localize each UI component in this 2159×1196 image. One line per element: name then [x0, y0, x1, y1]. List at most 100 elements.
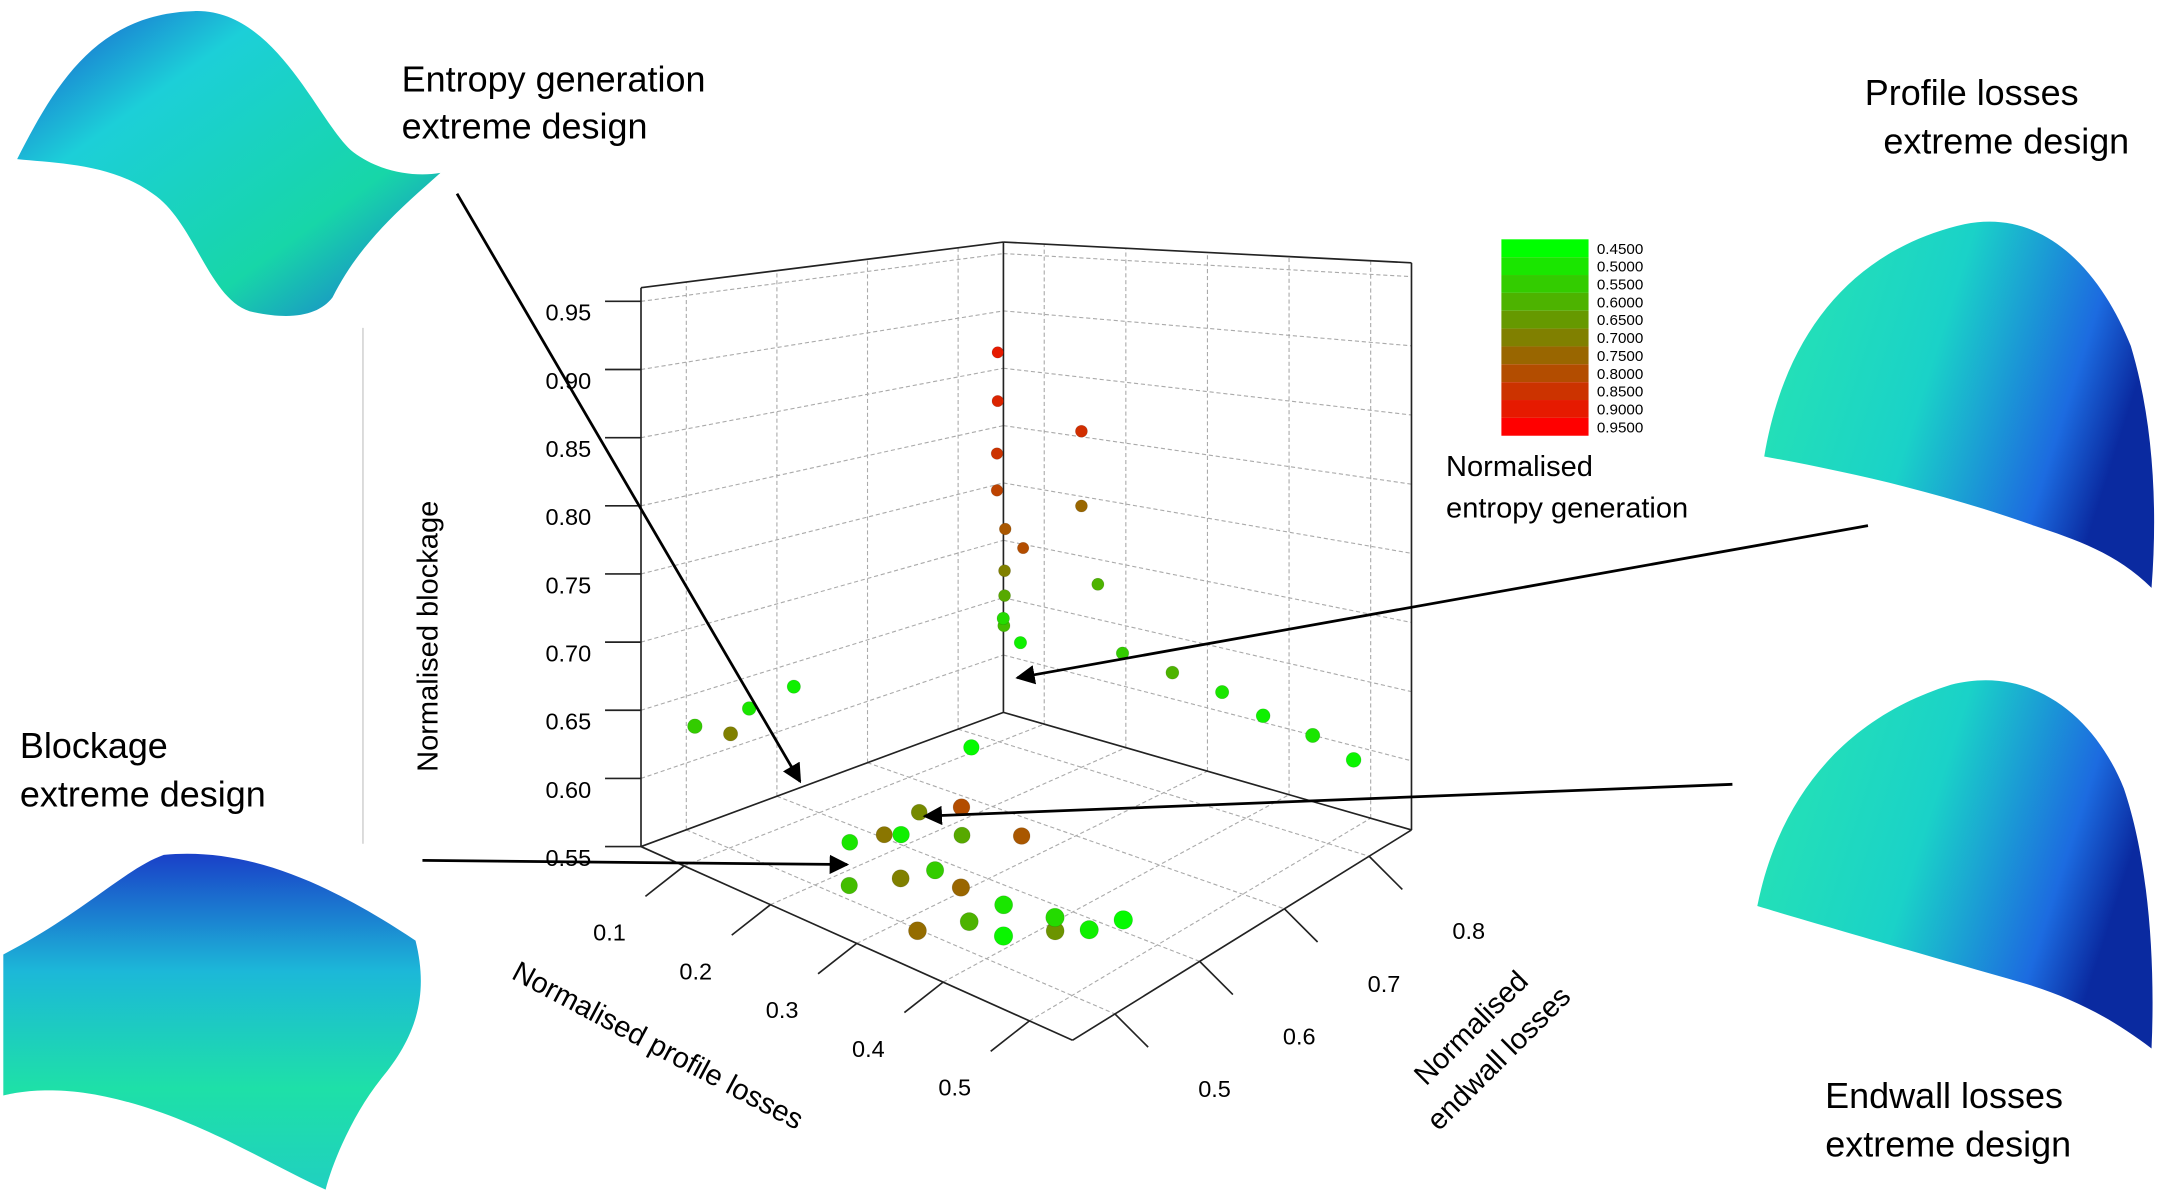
z-tick-label: 0.70: [545, 640, 591, 666]
z-tick-label: 0.55: [545, 845, 591, 871]
grid-line: [641, 254, 1003, 302]
arrow: [925, 784, 1733, 816]
grid-line: [1003, 426, 1411, 485]
data-point: [1305, 728, 1319, 742]
z-tick-label: 0.60: [545, 777, 591, 803]
data-point: [999, 523, 1011, 535]
colorbar-label: Normalised: [1446, 451, 1593, 483]
axis-edge: [1003, 242, 1411, 263]
axis-edge: [641, 242, 1003, 288]
colorbar-tick-label: 0.8000: [1597, 366, 1644, 383]
colorbar-tick-label: 0.5500: [1597, 276, 1644, 293]
grid-line: [641, 483, 1003, 574]
annotation: extreme design: [20, 773, 266, 814]
data-point: [908, 922, 926, 940]
annotation: extreme design: [1883, 121, 2129, 162]
colorbar-band: [1501, 293, 1588, 311]
axis-edge: [1003, 712, 1411, 830]
grid-line: [943, 795, 1289, 982]
data-point: [960, 913, 978, 931]
data-point: [876, 827, 892, 843]
data-point: [991, 448, 1003, 460]
data-point: [1166, 666, 1179, 679]
colorbar-band: [1501, 382, 1588, 400]
colorbar-band: [1501, 346, 1588, 364]
colorbar-tick-label: 0.8500: [1597, 384, 1644, 401]
colorbar-tick-label: 0.9500: [1597, 419, 1644, 436]
annotation: Profile losses: [1865, 72, 2079, 113]
data-point: [1092, 578, 1104, 590]
data-point: [1013, 828, 1030, 845]
axis-edge: [1073, 830, 1412, 1040]
data-point: [992, 395, 1003, 406]
blade-image: [3, 854, 421, 1190]
z-tick-label: 0.75: [545, 572, 591, 598]
data-point: [952, 879, 970, 897]
tick-mark: [1369, 856, 1402, 889]
grid-line: [684, 724, 1044, 866]
data-point: [893, 826, 910, 843]
data-point: [723, 727, 737, 741]
arrow: [457, 194, 800, 782]
y-tick-label: 0.6: [1283, 1023, 1316, 1049]
colorbar-band: [1501, 239, 1588, 257]
grid-line: [641, 311, 1003, 370]
data-point: [999, 565, 1011, 577]
data-point: [1256, 709, 1270, 723]
data-point: [841, 877, 858, 894]
colorbar-label: entropy generation: [1446, 492, 1688, 524]
data-point: [1215, 685, 1228, 698]
data-point: [1080, 920, 1098, 938]
colorbar-band: [1501, 275, 1588, 293]
x-axis-label: Normalised profile losses: [507, 956, 808, 1137]
z-tick-label: 0.85: [545, 436, 591, 462]
colorbar-tick-label: 0.9000: [1597, 401, 1644, 418]
data-point: [911, 804, 927, 820]
x-tick-label: 0.5: [938, 1075, 971, 1101]
tick-mark: [645, 866, 684, 896]
grid-line: [641, 540, 1003, 642]
z-tick-label: 0.95: [545, 300, 591, 326]
data-point: [892, 870, 909, 887]
data-point: [954, 827, 970, 843]
colorbar-tick-label: 0.7000: [1597, 330, 1644, 347]
annotation: Entropy generation: [402, 58, 706, 99]
y-tick-label: 0.5: [1198, 1076, 1231, 1102]
z-tick-label: 0.90: [545, 368, 591, 394]
grid-line: [641, 598, 1003, 711]
colorbar-tick-label: 0.6000: [1597, 294, 1644, 311]
x-tick-label: 0.2: [679, 958, 712, 984]
z-tick-label: 0.80: [545, 504, 591, 530]
z-axis-label: Normalised blockage: [413, 501, 445, 772]
annotation: Blockage: [20, 725, 168, 766]
blade-image: [1757, 680, 2152, 1048]
data-point: [688, 719, 703, 734]
colorbar-band: [1501, 329, 1588, 347]
data-point: [953, 799, 970, 816]
x-tick-label: 0.1: [593, 920, 626, 946]
data-point: [994, 927, 1013, 946]
data-point: [964, 740, 980, 756]
data-point: [997, 612, 1010, 625]
z-tick-label: 0.65: [545, 709, 591, 735]
colorbar-tick-label: 0.5000: [1597, 259, 1644, 276]
tick-mark: [1200, 961, 1233, 994]
colorbar-tick-label: 0.6500: [1597, 312, 1644, 329]
x-tick-label: 0.3: [766, 997, 799, 1023]
data-point: [1017, 542, 1029, 554]
data-point: [1346, 752, 1361, 767]
grid-line: [1029, 818, 1370, 1021]
y-tick-label: 0.7: [1368, 971, 1401, 997]
data-point: [999, 590, 1011, 602]
tick-mark: [818, 943, 857, 973]
tick-mark: [904, 982, 943, 1012]
data-point: [842, 834, 858, 850]
grid-line: [641, 655, 1003, 778]
data-point: [1075, 500, 1087, 512]
data-point: [1046, 908, 1065, 927]
colorbar-band: [1501, 311, 1588, 329]
blade-image: [17, 11, 440, 316]
tick-mark: [732, 905, 771, 935]
tick-mark: [1115, 1014, 1148, 1047]
